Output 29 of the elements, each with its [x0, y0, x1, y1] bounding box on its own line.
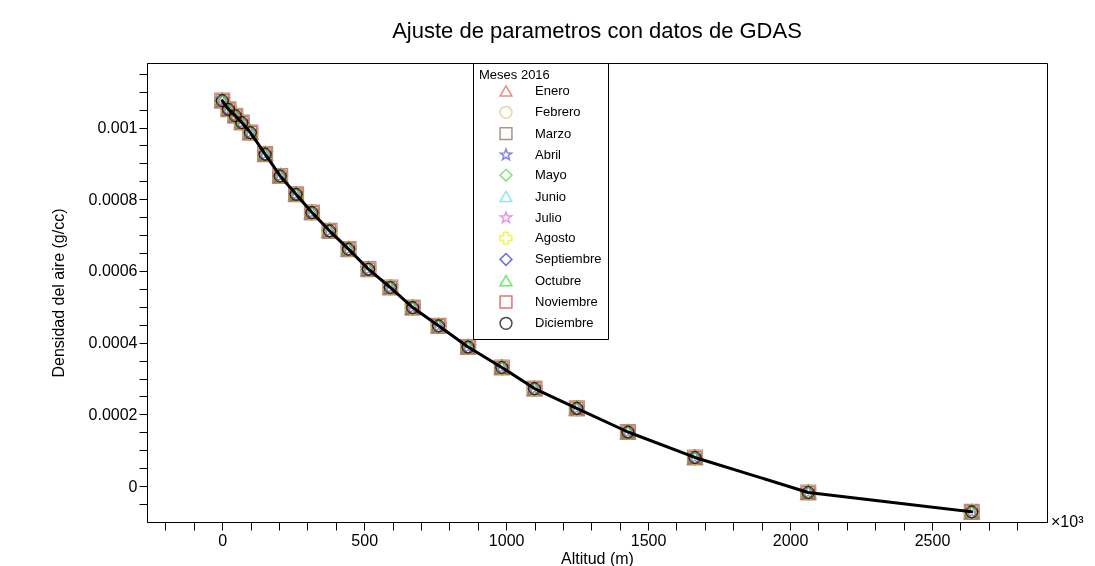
x-tick-label: 2000 [772, 531, 809, 549]
y-tick-label: 0.0004 [88, 334, 138, 352]
x-tick-label: 2500 [914, 531, 951, 549]
legend-title: Meses 2016 [479, 67, 550, 82]
y-axis-title: Densidad del aire (g/cc) [49, 208, 67, 378]
legend-label: Julio [535, 209, 562, 225]
legend-label: Enero [535, 83, 570, 98]
legend-label: Mayo [535, 167, 567, 183]
legend-label: Diciembre [535, 315, 594, 331]
y-tick-label: 0.0008 [88, 190, 138, 208]
legend-label: Septiembre [535, 251, 602, 267]
x-tick-label: 500 [351, 531, 379, 549]
x-axis-title: Altitud (m) [561, 549, 634, 566]
legend-label: Marzo [535, 125, 572, 141]
y-tick-label: 0 [128, 477, 138, 495]
legend-label: Octubre [535, 272, 582, 288]
x-tick-label: 1000 [488, 531, 525, 549]
legend-label: Agosto [535, 230, 576, 246]
y-tick-label: 0.0006 [88, 262, 138, 280]
x-tick-label: 0 [218, 531, 228, 549]
y-tick-label: 0.001 [97, 119, 138, 137]
legend-label: Noviembre [535, 294, 598, 309]
legend-label: Febrero [535, 104, 581, 120]
y-tick-label: 0.0002 [88, 405, 138, 423]
text: ×10³ [1051, 513, 1085, 530]
chart-title: Ajuste de parametros con datos de GDAS [392, 17, 802, 43]
legend-label: Abril [535, 146, 562, 162]
x-tick-label: 1500 [630, 531, 667, 549]
legend-label: Junio [535, 188, 567, 204]
